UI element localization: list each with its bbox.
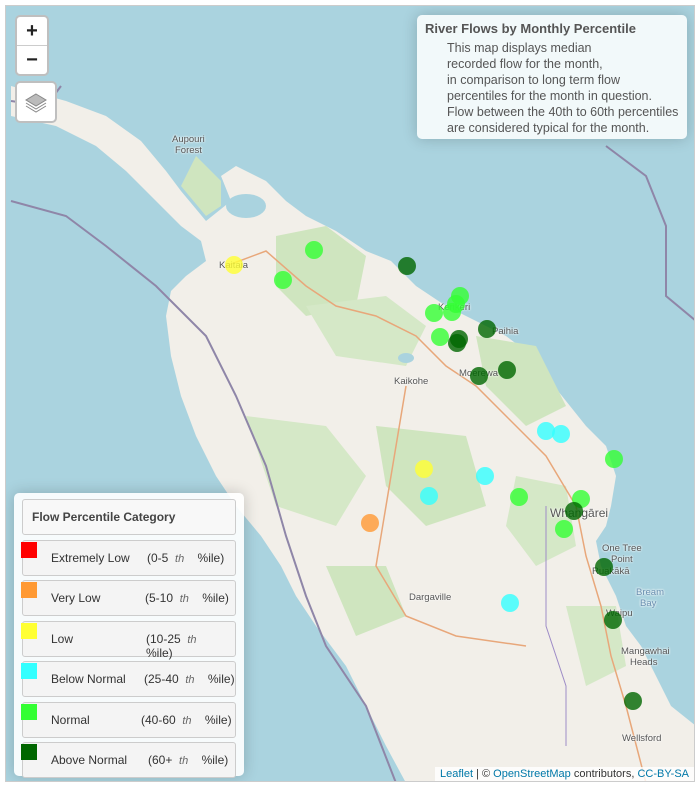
legend-row: Above Normal (60+ th %ile) (21, 742, 236, 778)
place-label: Bay (640, 598, 657, 609)
legend-row: Below Normal (25-40 th %ile) (21, 661, 236, 697)
legend-label: Below Normal (51, 672, 126, 686)
info-panel: River Flows by Monthly Percentile This m… (417, 15, 687, 139)
legend-row: Normal (40-60 th %ile) (21, 701, 236, 738)
legend-swatch (21, 703, 37, 720)
place-label: One Tree (602, 543, 642, 554)
site-marker[interactable] (470, 367, 488, 385)
info-line: This map displays median (447, 41, 592, 55)
legend-range: (10-25 th %ile) (146, 631, 197, 660)
legend-swatch (21, 622, 37, 639)
zoom-out-button[interactable]: − (26, 49, 38, 71)
site-marker[interactable] (478, 320, 496, 338)
map-view[interactable]: Aupouri Forest Kaitaia Kerikeri Kaikohe … (5, 5, 695, 782)
site-marker[interactable] (420, 487, 438, 505)
legend-row: Very Low (5-10 th %ile) (21, 580, 236, 616)
zoom-in-button[interactable]: + (17, 17, 47, 46)
place-label: Paihia (492, 326, 519, 337)
legend-range: (25-40 th %ile) (144, 672, 235, 686)
site-marker[interactable] (605, 450, 623, 468)
site-marker[interactable] (565, 502, 583, 520)
site-marker[interactable] (501, 594, 519, 612)
osm-link[interactable]: OpenStreetMap (493, 768, 571, 780)
place-label: Kaikohe (394, 376, 429, 387)
info-line: are considered typical for the month. (447, 121, 650, 135)
site-marker[interactable] (398, 257, 416, 275)
legend-swatch (21, 744, 37, 760)
site-marker[interactable] (555, 520, 573, 538)
site-marker[interactable] (624, 692, 642, 710)
legend-label: Low (51, 631, 74, 646)
site-marker[interactable] (476, 467, 494, 485)
site-marker[interactable] (552, 425, 570, 443)
legend-swatch (21, 582, 37, 598)
place-label: Mangawhai (621, 646, 670, 657)
license-link[interactable]: CC-BY-SA (637, 768, 689, 780)
forest (276, 226, 366, 316)
place-label: Aupouri (172, 134, 205, 145)
land (11, 86, 694, 781)
site-marker[interactable] (537, 422, 555, 440)
site-marker[interactable] (305, 241, 323, 259)
legend-label: Extremely Low (51, 550, 130, 565)
site-marker[interactable] (274, 271, 292, 289)
harbour (226, 194, 266, 218)
place-label: Heads (630, 657, 658, 668)
forest (306, 296, 426, 366)
boundary-line (10, 200, 397, 781)
road (225, 250, 647, 781)
legend-range: (0-5 th %ile) (147, 550, 225, 565)
forest (476, 336, 566, 426)
site-marker[interactable] (415, 460, 433, 478)
leaflet-link[interactable]: Leaflet (439, 768, 473, 780)
legend-title: Flow Percentile Category (22, 499, 236, 535)
site-marker[interactable] (498, 361, 516, 379)
legend-swatch (21, 541, 37, 558)
layers-icon (25, 93, 47, 113)
place-label: Dargaville (409, 592, 452, 603)
site-marker[interactable] (448, 334, 466, 352)
info-line: in comparison to long term flow (447, 73, 620, 87)
site-marker[interactable] (425, 304, 443, 322)
legend-panel: Flow Percentile Category Extremely Low (… (14, 493, 244, 778)
legend-label: Normal (51, 712, 90, 727)
legend-swatch (21, 663, 37, 679)
site-marker[interactable] (225, 256, 243, 274)
legend-range: (60+ th %ile) (148, 753, 229, 767)
legend-range: (40-60 th %ile) (141, 712, 232, 727)
forest (181, 156, 221, 216)
site-marker[interactable] (361, 514, 379, 532)
legend-label: Very Low (51, 591, 101, 605)
legend-range: (5-10 th %ile) (145, 591, 229, 605)
road (545, 506, 567, 746)
base-map (10, 85, 694, 781)
site-marker[interactable] (443, 303, 461, 321)
road (375, 385, 527, 647)
info-line: Flow between the 40th to 60th percentile… (447, 105, 679, 119)
zoom-control: + − (15, 15, 49, 76)
forest (376, 426, 486, 526)
layers-button[interactable] (15, 81, 57, 123)
lake (398, 353, 414, 363)
site-marker[interactable] (604, 611, 622, 629)
attribution: Leaflet | © OpenStreetMap contributors, … (434, 767, 694, 781)
place-label: Point (611, 554, 633, 565)
site-marker[interactable] (510, 488, 528, 506)
legend-row: Low (10-25 th %ile) (21, 620, 236, 660)
site-marker[interactable] (595, 558, 613, 576)
place-label: Bream (636, 587, 664, 598)
legend-row: Extremely Low (0-5 th %ile) (21, 539, 236, 576)
boundary-line (605, 145, 694, 321)
legend-label: Above Normal (51, 753, 128, 767)
info-line: recorded flow for the month, (447, 57, 603, 71)
place-label: Forest (175, 145, 202, 156)
info-line: percentiles for the month in question. (447, 89, 652, 103)
site-marker[interactable] (431, 328, 449, 346)
info-title: River Flows by Monthly Percentile (425, 21, 636, 36)
place-label: Wellsford (622, 733, 662, 744)
